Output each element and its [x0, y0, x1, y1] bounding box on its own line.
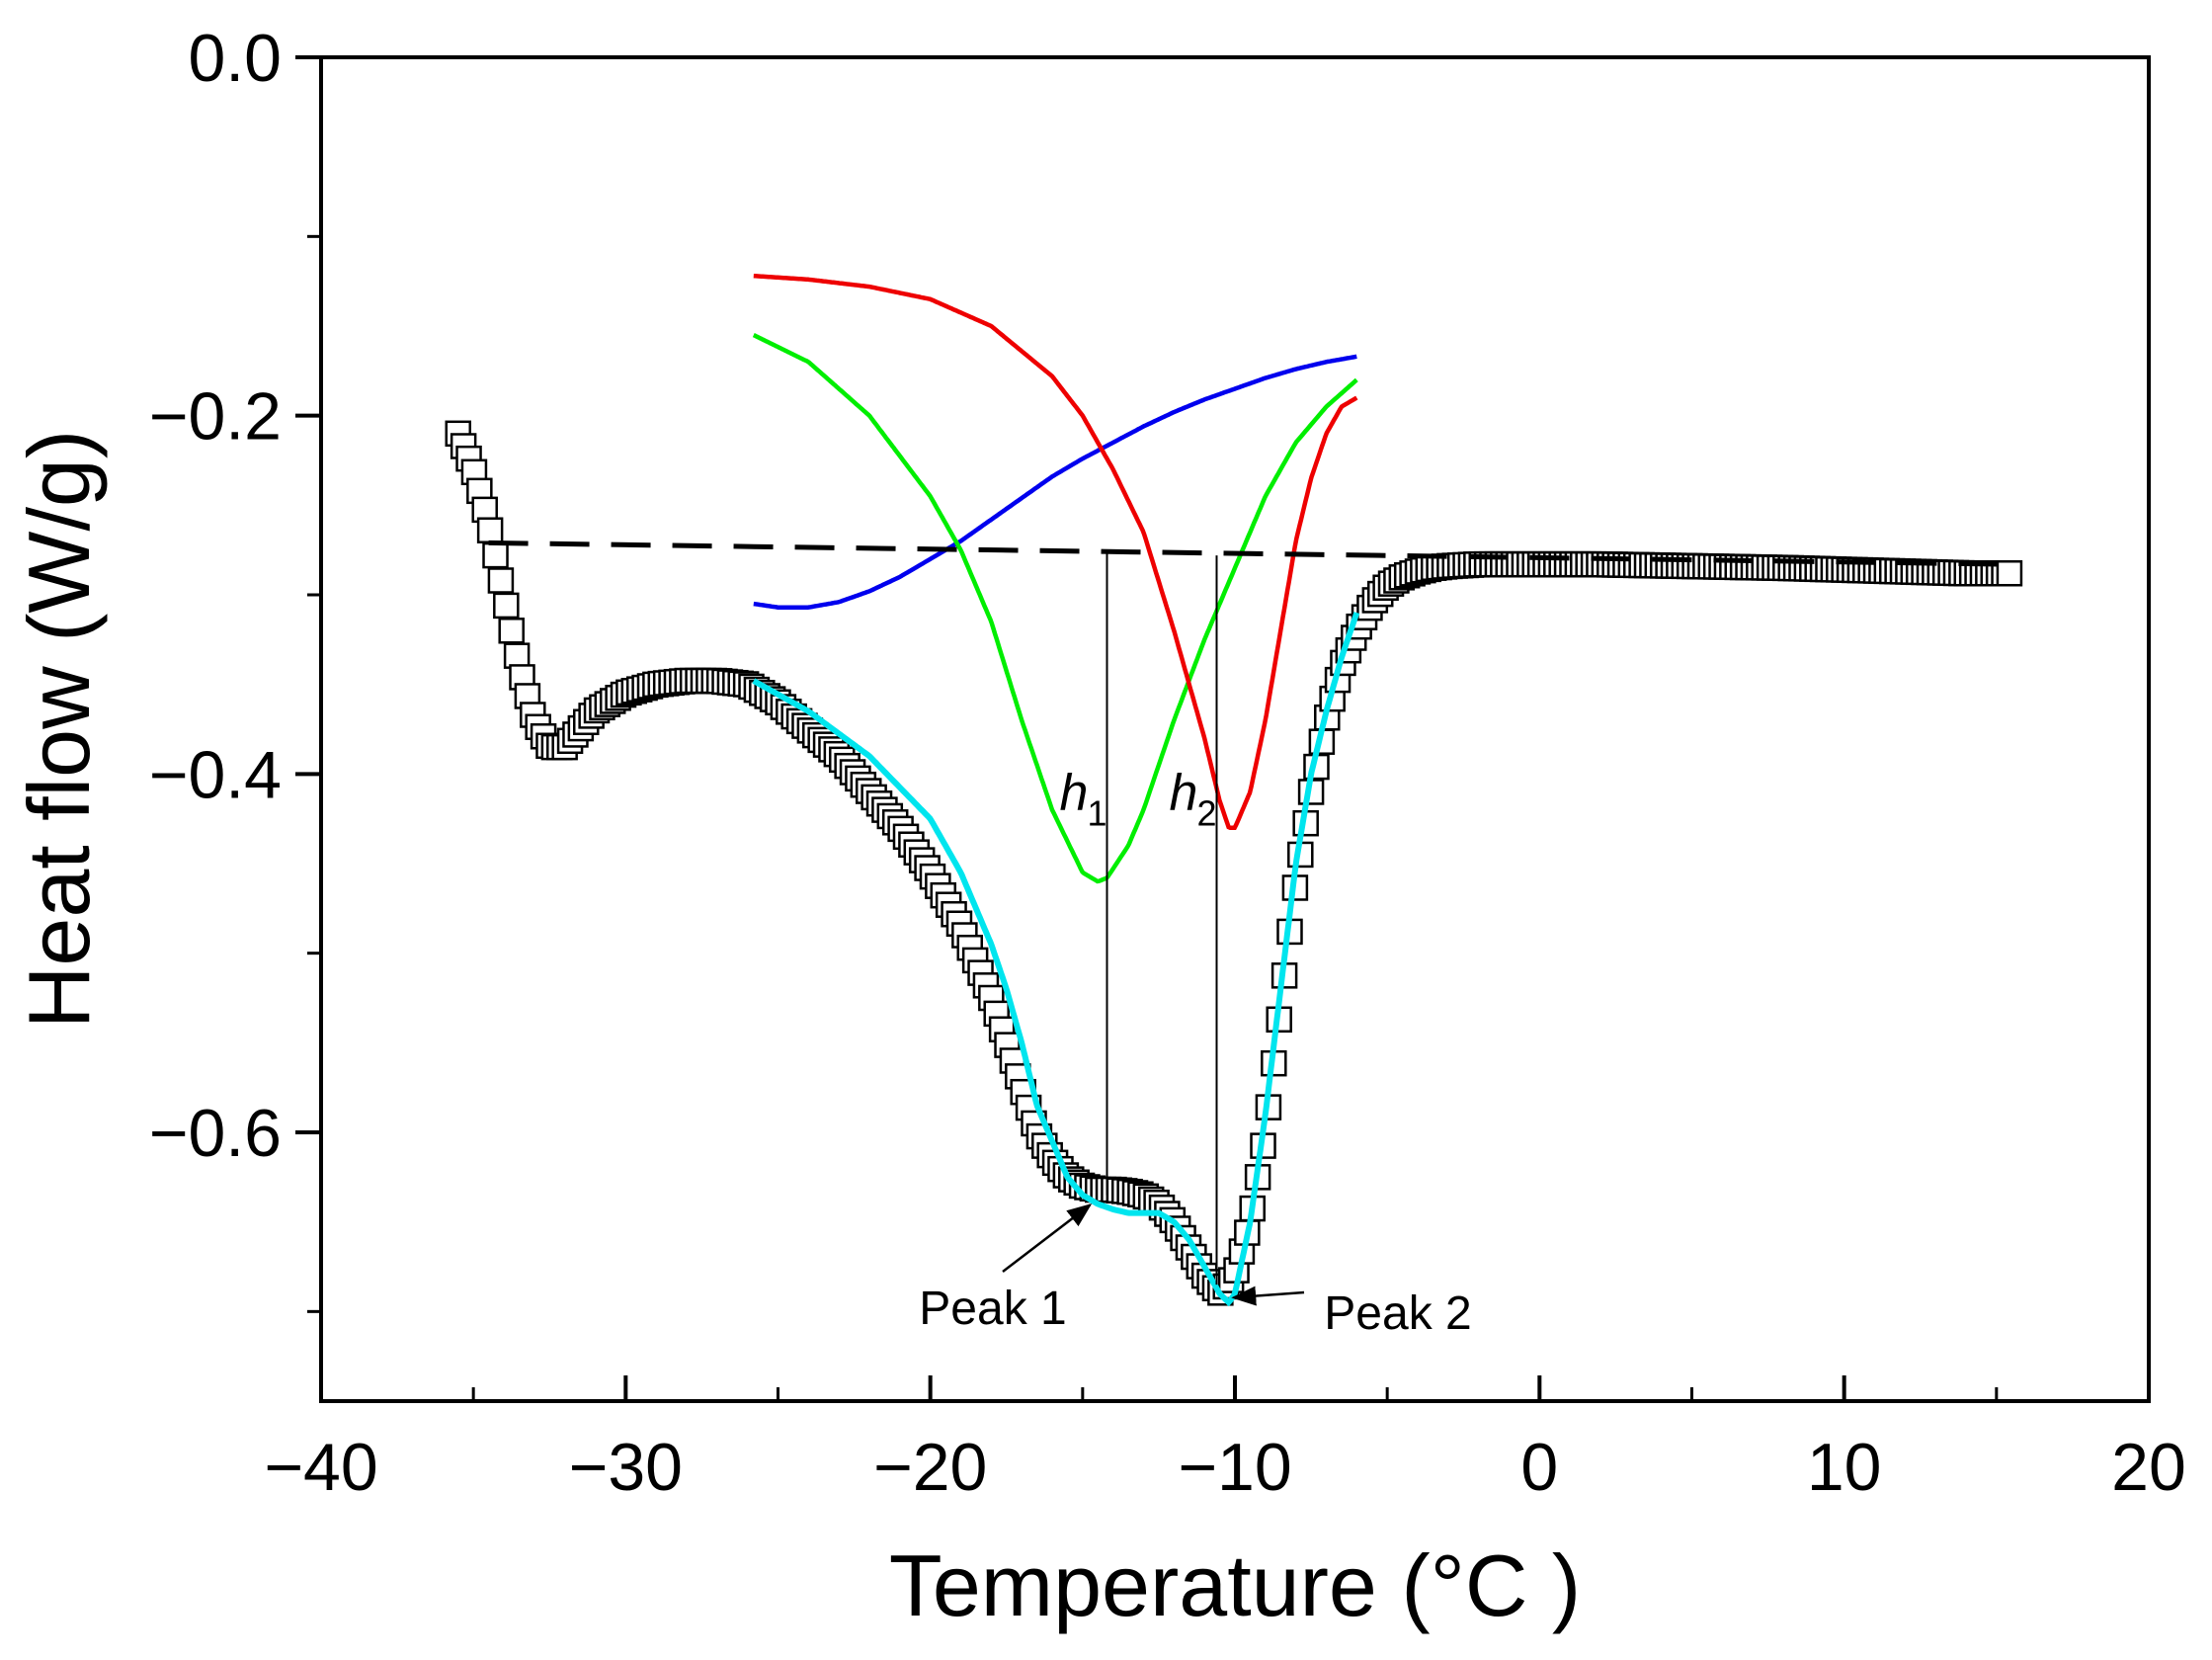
measured-point — [1292, 809, 1319, 837]
x-tick-label: −10 — [1178, 1430, 1291, 1505]
measured-point — [503, 642, 531, 669]
h1-subscript: 1 — [1088, 793, 1107, 834]
y-axis-title: Heat flow (W/g) — [10, 430, 108, 1029]
peak-2-component-line — [753, 273, 1358, 830]
measured-point — [1255, 1094, 1282, 1120]
x-tick-label: 20 — [2111, 1430, 2186, 1505]
x-axis-title: Temperature (°C ) — [889, 1536, 1581, 1634]
x-tick-label: −40 — [264, 1430, 377, 1505]
measured-point — [493, 592, 520, 620]
y-tick-label: −0.2 — [149, 379, 282, 455]
plot-frame — [319, 55, 2151, 1403]
x-tick-label: −30 — [569, 1430, 683, 1505]
x-tick-label: −20 — [873, 1430, 987, 1505]
y-tick-label: −0.6 — [149, 1096, 282, 1171]
peak-2-label: Peak 2 — [1324, 1287, 1471, 1340]
series-layer — [445, 273, 2023, 1307]
measured-point — [476, 517, 504, 543]
y-tick-label: −0.4 — [149, 737, 282, 812]
h1-label: h — [1060, 765, 1089, 822]
peak-2-arrow — [1231, 1286, 1305, 1306]
measured-point — [487, 567, 515, 594]
x-tick-label: 10 — [1807, 1430, 1882, 1505]
h2-subscript: 2 — [1197, 793, 1217, 834]
h2-label: h — [1170, 765, 1198, 822]
x-tick-label: 0 — [1520, 1430, 1558, 1505]
measured-series — [445, 420, 2023, 1306]
baseline-dashed-line — [488, 540, 2012, 567]
y-tick-label: 0.0 — [188, 21, 282, 96]
ticks-layer: −40 −30 −20 −10 0 10 20 0.0 −0.2 −0.4 −0.6 — [149, 21, 2186, 1505]
peak-1-component-line — [752, 333, 1358, 884]
measured-point — [498, 618, 525, 644]
peak-1-arrow — [1002, 1203, 1093, 1273]
measured-point — [482, 541, 509, 569]
measured-point — [1297, 779, 1325, 805]
background-line — [753, 354, 1357, 610]
measured-point — [1996, 559, 2023, 587]
fit-line — [752, 612, 1360, 1307]
peak-1-label: Peak 1 — [919, 1283, 1066, 1335]
